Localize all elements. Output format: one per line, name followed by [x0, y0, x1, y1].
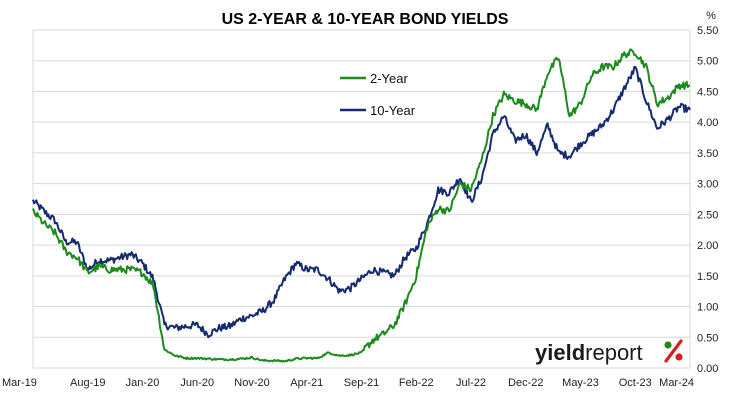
x-tick-label: Mar-19: [2, 377, 37, 389]
x-tick-label: Aug-19: [70, 377, 105, 389]
y-tick-label: 4.00: [697, 117, 718, 129]
y-tick-label: 0.50: [697, 332, 718, 344]
y-tick-label: 4.50: [697, 86, 718, 98]
x-tick-label: Dec-22: [508, 377, 543, 389]
y-tick-label: 3.50: [697, 148, 718, 160]
series-layer: [32, 48, 691, 363]
x-tick-label: Sep-21: [344, 377, 379, 389]
svg-text:yieldreport: yieldreport: [535, 340, 643, 365]
y-tick-label: 1.50: [697, 271, 718, 283]
x-tick-label: Jan-20: [126, 377, 160, 389]
y-tick-label: 2.50: [697, 209, 718, 221]
x-tick-label: Mar-24: [659, 377, 694, 389]
y-tick-label: 5.00: [697, 56, 718, 68]
y-axis-ticks: 0.00 0.50 1.00 1.50 2.00 2.50 3.00 3.50 4.00 4.50…: [697, 25, 718, 375]
legend-label: 2-Year: [370, 71, 408, 86]
y-axis-unit-label: %: [706, 10, 716, 22]
y-tick-label: 1.00: [697, 302, 718, 314]
x-tick-label: Feb-22: [399, 377, 434, 389]
x-tick-label: May-23: [562, 377, 599, 389]
x-tick-label: Jun-20: [180, 377, 214, 389]
x-tick-label: Oct-23: [619, 377, 652, 389]
y-tick-label: 2.00: [697, 240, 718, 252]
percent-icon: [664, 339, 683, 363]
grid-layer: [32, 29, 691, 369]
x-tick-label: Jul-22: [456, 377, 486, 389]
legend: 2-Year 10-Year: [340, 71, 416, 118]
x-tick-label: Apr-21: [290, 377, 323, 389]
legend-label: 10-Year: [370, 103, 416, 118]
series-line-10-year: [32, 65, 691, 339]
y-tick-label: 5.50: [697, 25, 718, 37]
series-line-2-year: [32, 48, 691, 363]
x-tick-label: Nov-20: [234, 377, 269, 389]
chart-title: US 2-YEAR & 10-YEAR BOND YIELDS: [222, 11, 509, 28]
yieldreport-logo: yieldreport: [535, 339, 683, 365]
y-tick-label: 0.00: [697, 363, 718, 375]
x-axis-ticks: Mar-19 Aug-19 Jan-20 Jun-20 Nov-20 Apr-21 Sep-…: [2, 377, 694, 389]
y-tick-label: 3.00: [697, 179, 718, 191]
